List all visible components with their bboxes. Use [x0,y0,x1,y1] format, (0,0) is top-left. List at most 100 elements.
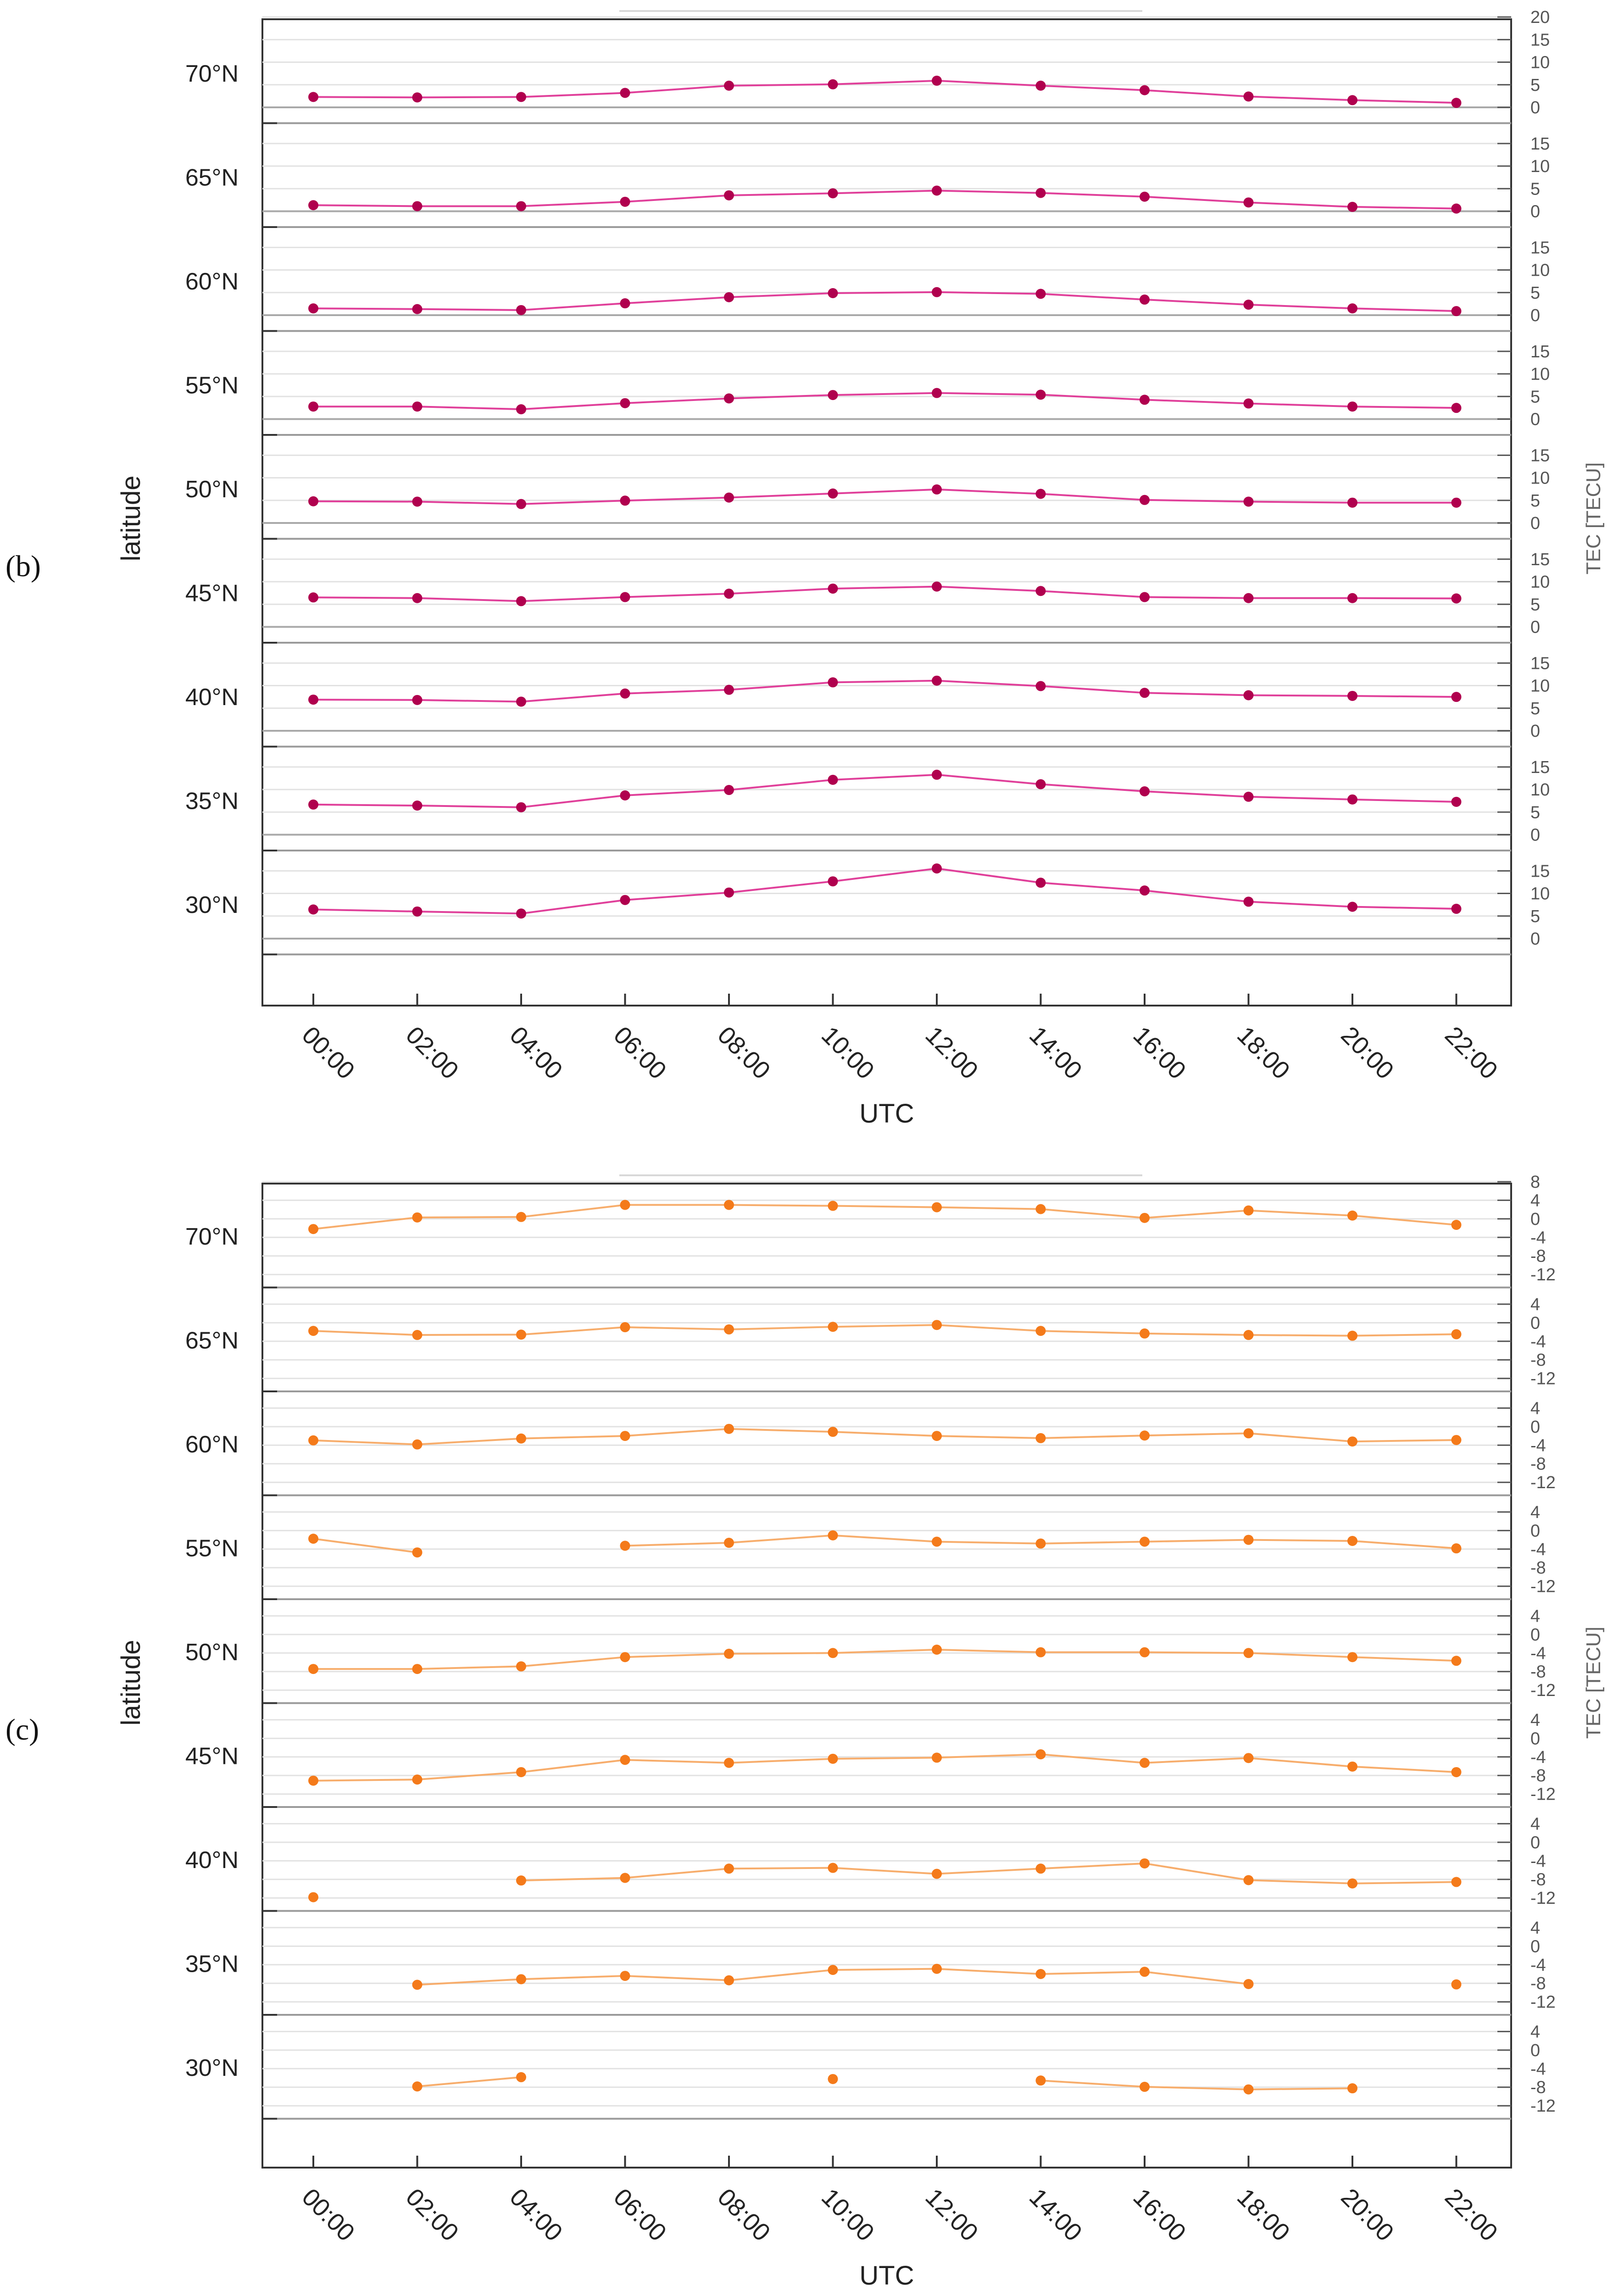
series-line-segment [625,1759,729,1764]
data-point [1243,690,1254,701]
x-tick-label: 14:00 [1024,1021,1087,1084]
series-line-segment [1144,890,1249,903]
tec-tick-label: 15 [1530,134,1550,154]
series-line-segment [936,1324,1041,1332]
data-point [1140,1858,1150,1868]
tec-tick-label: -4 [1530,1540,1546,1559]
series-line-segment [729,1757,833,1764]
data-point [620,88,630,98]
x-tick-label: 20:00 [1336,2183,1399,2247]
latitude-tick-label: 35°N [185,788,239,815]
series-line-segment [1352,1540,1457,1550]
data-point [828,79,838,89]
latitude-tick-label: 60°N [185,268,239,295]
tec-tick-label: 0 [1530,618,1540,637]
series-line-segment [1352,695,1457,698]
series-line-segment [833,867,937,883]
series-line-segment [936,1206,1041,1210]
series-line-segment [625,1868,729,1879]
data-point [516,404,526,415]
data-point [1347,1330,1357,1341]
data-point [828,188,838,199]
data-point [412,1439,423,1450]
series-line-segment [936,1868,1041,1875]
data-point [516,2072,526,2082]
data-point [1451,1767,1462,1777]
series-line-segment [521,596,625,602]
series-line-segment [1352,1656,1457,1662]
data-point [412,401,423,412]
latitude-tick-label: 65°N [185,1328,239,1354]
data-point [932,484,942,495]
tec-tick-label: 0 [1530,410,1540,429]
tec-tick-label: -8 [1530,1455,1546,1474]
data-point [516,1767,526,1777]
tec-tick-label: 0 [1530,1833,1540,1852]
series-line-segment [625,397,729,404]
tec-tick-label: 0 [1530,1625,1540,1645]
y2-axis-title: TEC [TECU] [1582,1627,1605,1739]
tec-tick-label: 5 [1530,803,1540,822]
data-point [828,677,838,688]
tec-tick-label: 10 [1530,53,1550,72]
data-point [932,185,942,196]
data-point [620,1652,630,1663]
data-point [1347,1535,1357,1546]
data-point [412,496,423,507]
data-point [1035,681,1046,691]
data-point [1451,306,1462,317]
series-line-segment [833,1867,937,1875]
series-line-segment [417,1665,522,1670]
series-line-segment [417,699,522,703]
data-point [620,688,630,699]
series-line-segment [729,292,833,298]
series-line-segment [833,291,937,295]
data-point [828,1863,838,1873]
data-point [1347,901,1357,912]
data-point [1243,398,1254,409]
tec-tick-label: 10 [1530,780,1550,800]
series-line-segment [521,692,625,703]
data-point [932,1645,942,1655]
tec-tick-label: 4 [1530,1295,1540,1314]
data-point [1243,1648,1254,1658]
data-point [724,80,734,91]
data-point [1451,497,1462,508]
data-point [1243,300,1254,310]
series-line-segment [936,679,1041,687]
series-line-segment [1352,1333,1457,1337]
data-point [932,675,942,686]
x-tick-label: 12:00 [920,1021,984,1084]
tec-tick-label: -8 [1530,1870,1546,1890]
data-point [308,1775,318,1786]
tec-tick-label: 10 [1530,157,1550,176]
data-point [1035,779,1046,790]
x-tick-label: 10:00 [816,1021,879,1084]
tec-tick-label: 4 [1530,2022,1540,2041]
series-line-segment [521,302,625,311]
series-line-segment [1040,493,1145,501]
data-point [1243,1979,1254,1989]
series-line-segment [729,83,833,87]
tec-tick-label: 5 [1530,179,1540,199]
latitude-tick-label: 30°N [185,2055,239,2081]
tec-tick-label: -8 [1530,1558,1546,1578]
data-point [828,584,838,594]
series-line-segment [1144,1209,1249,1219]
data-point [1451,796,1462,807]
series-line-segment [833,1968,937,1971]
latitude-tick-label: 65°N [185,165,239,191]
series-line-segment [729,1326,833,1330]
tec-tick-label: 0 [1530,98,1540,117]
data-point [932,1868,942,1879]
data-point [932,1752,942,1763]
data-point [1243,2084,1254,2095]
series-line-segment [521,1656,625,1668]
series-line-segment [729,1534,833,1544]
tec-tick-label: 4 [1530,1399,1540,1418]
series-line-segment [1248,1652,1353,1658]
data-point [516,696,526,707]
series-line-segment [729,1204,833,1207]
series-line-segment [313,596,417,599]
series-line-segment [936,773,1041,785]
